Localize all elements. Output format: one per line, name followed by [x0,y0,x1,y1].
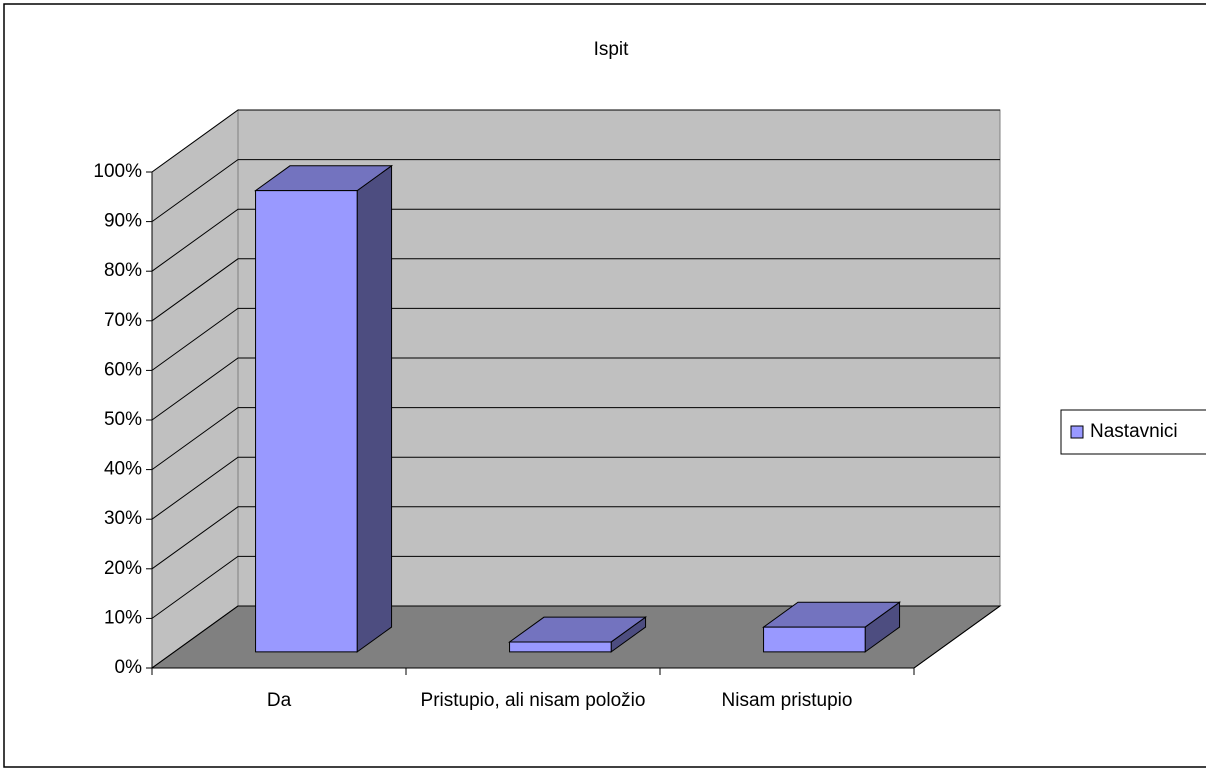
y-tick-label: 40% [104,459,142,480]
y-tick-label: 0% [115,657,143,678]
x-tick-label: Nisam pristupio [721,690,853,711]
bar [254,164,394,653]
y-tick-label: 10% [104,607,142,628]
bar-front [255,190,358,653]
y-tick-label: 80% [104,260,142,281]
legend-label: Nastavnici [1090,421,1178,442]
y-tick-label: 50% [104,409,142,430]
x-tick-label: Pristupio, ali nisam položio [420,690,646,711]
grid-line [151,208,1000,272]
bar-front [509,641,612,653]
grid-line [151,506,1000,570]
grid-line [151,307,1000,371]
grid-line [151,109,1000,173]
x-tick-label: Da [266,690,292,711]
bar-front [763,626,866,653]
y-tick-label: 60% [104,359,142,380]
legend-border [1060,409,1206,455]
bar [508,616,648,653]
grid-line [151,357,1000,421]
floor-edge [913,605,1001,669]
grid-line [151,605,1000,669]
y-tick-label: 30% [104,508,142,529]
bar [762,601,902,653]
bar-side [356,164,393,653]
y-tick-label: 20% [104,558,142,579]
y-tick-label: 100% [93,161,142,182]
grid-line [151,159,1000,223]
legend-swatch [1070,425,1084,439]
grid-line [151,407,1000,471]
grid-line [151,456,1000,520]
grid-line [151,258,1000,322]
y-tick-label: 70% [104,310,142,331]
grid-line [151,555,1000,619]
chart-title: Ispit [594,39,630,60]
y-tick-label: 90% [104,211,142,232]
